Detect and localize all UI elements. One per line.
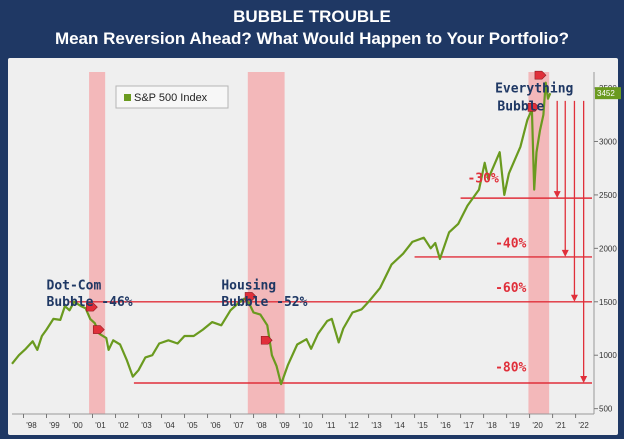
last-value-label: 3452 [597, 89, 615, 98]
bubble-marker [86, 302, 98, 312]
annotation-red: -30% [467, 172, 498, 187]
drop-arrow-head [580, 376, 588, 384]
x-tick-label: '01 [95, 421, 106, 430]
title-block: BUBBLE TROUBLE Mean Reversion Ahead? Wha… [0, 6, 624, 50]
bubble-marker [244, 292, 257, 301]
bubble-markers [86, 70, 547, 345]
x-tick-label: '08 [256, 421, 267, 430]
y-tick-label: 3000 [599, 137, 617, 146]
axes: 500100015002000250030003500'98'99'00'01'… [12, 72, 617, 430]
x-tick-label: '18 [486, 421, 497, 430]
x-tick-label: '16 [440, 421, 451, 430]
y-tick-label: 1000 [599, 351, 617, 360]
x-tick-label: '10 [302, 421, 313, 430]
x-tick-label: '06 [210, 421, 221, 430]
drop-arrow-head [570, 294, 578, 302]
annotation-red: -80% [495, 360, 526, 375]
series-line [11, 81, 552, 386]
legend-box [115, 85, 229, 109]
bubble-marker [534, 70, 547, 80]
x-tick-label: '15 [417, 421, 428, 430]
annotation-blue: Bubble [497, 99, 544, 114]
x-tick-label: '05 [187, 421, 198, 430]
x-tick-label: '21 [555, 421, 566, 430]
legend: S&P 500 Index [115, 85, 229, 109]
y-tick-label: 1500 [599, 298, 617, 307]
x-tick-label: '00 [72, 421, 83, 430]
annotations: Dot-Com Bubble -46% Housing Bubble -52% Ever… [47, 81, 574, 375]
drop-arrow-head [553, 191, 561, 199]
bubble-marker [92, 325, 105, 334]
x-tick-label: '11 [326, 421, 336, 430]
plot-area [8, 58, 618, 435]
series-layer: 3452 [11, 81, 621, 386]
legend-swatch [124, 94, 131, 101]
annotation-blue: Bubble -52% [221, 295, 307, 310]
shaded-periods [89, 72, 550, 414]
y-tick-label: 2000 [599, 244, 617, 253]
drop-arrow-head [561, 249, 569, 257]
last-value-tag [595, 87, 621, 100]
x-tick-label: '14 [394, 421, 405, 430]
x-tick-label: '02 [118, 421, 129, 430]
annotation-blue: Housing [221, 278, 276, 293]
x-tick-label: '98 [26, 421, 37, 430]
x-tick-label: '09 [279, 421, 290, 430]
x-tick-label: '13 [371, 421, 382, 430]
shaded-period [247, 72, 285, 414]
shaded-period [89, 72, 106, 414]
x-tick-label: '99 [49, 421, 60, 430]
x-tick-label: '19 [509, 421, 520, 430]
x-tick-label: '03 [141, 421, 152, 430]
y-tick-label: 500 [599, 405, 613, 414]
x-tick-label: '12 [348, 421, 359, 430]
x-tick-label: '04 [164, 421, 175, 430]
annotation-red: -60% [495, 281, 526, 296]
legend-label: S&P 500 Index [134, 92, 208, 104]
decline-levels [69, 100, 592, 384]
annotation-red: -40% [495, 236, 526, 251]
annotation-blue: Everything [495, 81, 573, 96]
chart-subtitle: Mean Reversion Ahead? What Would Happen … [54, 29, 570, 48]
x-tick-label: '17 [463, 421, 474, 430]
bubble-marker [527, 102, 540, 112]
y-tick-label: 2500 [599, 191, 617, 200]
chart-title: BUBBLE TROUBLE [233, 7, 391, 26]
bubble-marker [260, 335, 273, 345]
annotation-blue: Bubble -46% [47, 295, 133, 310]
x-tick-label: '20 [532, 421, 543, 430]
x-tick-label: '07 [233, 421, 244, 430]
x-tick-label: '22 [578, 421, 589, 430]
annotation-blue: Dot-Com [47, 278, 102, 293]
